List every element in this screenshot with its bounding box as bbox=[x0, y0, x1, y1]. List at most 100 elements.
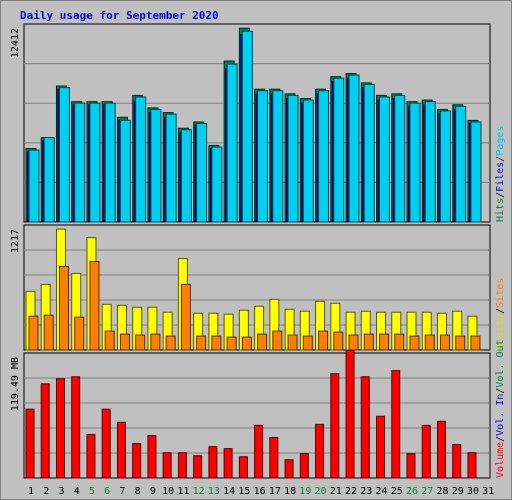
legend-item: Vol. In bbox=[495, 394, 506, 436]
bar-volume-day-23 bbox=[360, 376, 370, 479]
bar-sites-day-30 bbox=[470, 335, 481, 351]
bar-volume-day-17 bbox=[269, 436, 279, 479]
bar-volume-day-7 bbox=[116, 421, 126, 479]
bar-volume-day-14 bbox=[223, 448, 233, 479]
x-tick-label: 21 bbox=[330, 486, 342, 497]
x-tick-label: 13 bbox=[208, 486, 220, 497]
x-tick-label: 11 bbox=[177, 486, 189, 497]
x-tick-label: 27 bbox=[421, 486, 433, 497]
bar-sites-day-20 bbox=[318, 330, 329, 351]
bar-pages-day-7 bbox=[119, 119, 131, 223]
bar-pages-day-23 bbox=[363, 83, 375, 223]
legend-item: Files bbox=[495, 162, 506, 192]
x-tick-label: 8 bbox=[135, 486, 141, 497]
panel-hits-files-pages: 12412 Hits/Files/Pages bbox=[10, 23, 506, 223]
bar-pages-day-10 bbox=[165, 113, 177, 223]
bar-sites-day-6 bbox=[104, 330, 115, 351]
bar-pages-day-6 bbox=[104, 102, 116, 223]
x-tick-label: 16 bbox=[254, 486, 266, 497]
bar-volume-day-30 bbox=[467, 452, 477, 479]
bar-sites-day-7 bbox=[119, 333, 130, 351]
bar-pages-day-26 bbox=[409, 102, 421, 223]
x-tick-label: 20 bbox=[315, 486, 327, 497]
bar-volume-day-3 bbox=[55, 378, 65, 479]
bar-sites-day-10 bbox=[165, 335, 176, 351]
bar-sites-day-25 bbox=[394, 333, 405, 351]
bar-sites-day-23 bbox=[363, 333, 374, 351]
bar-pages-day-24 bbox=[379, 96, 391, 223]
x-tick-label: 23 bbox=[360, 486, 372, 497]
bar-pages-day-29 bbox=[455, 105, 467, 223]
bar-sites-day-27 bbox=[424, 334, 435, 351]
bar-pages-day-22 bbox=[348, 74, 360, 223]
x-tick-label: 31 bbox=[482, 486, 494, 497]
bar-pages-day-4 bbox=[74, 102, 86, 223]
bar-pages-day-15 bbox=[241, 30, 253, 223]
bar-pages-day-21 bbox=[333, 77, 345, 223]
legend-item: / bbox=[495, 192, 506, 198]
chart-panels: 12412Hits/Files/Pages1217Visits/Sites119… bbox=[10, 23, 506, 479]
bar-volume-day-1 bbox=[25, 408, 35, 479]
bar-pages-day-14 bbox=[226, 63, 238, 223]
bar-volume-day-4 bbox=[71, 376, 81, 479]
x-tick-label: 24 bbox=[375, 486, 387, 497]
legend-item: Sites bbox=[495, 278, 506, 308]
bar-volume-day-12 bbox=[193, 455, 203, 479]
bar-sites-day-1 bbox=[28, 315, 39, 351]
x-axis-labels: 1 2 3 4 5 6 7 8 9 10 11 12 13 14 15 16 17 18 19 20 21 22 23 24 2… bbox=[28, 486, 494, 497]
bar-sites-day-24 bbox=[379, 333, 390, 351]
bar-volume-day-25 bbox=[391, 370, 401, 479]
bar-volume-day-29 bbox=[452, 444, 462, 479]
legend-item: / bbox=[495, 156, 506, 162]
bar-sites-day-16 bbox=[257, 333, 268, 351]
bar-volume-day-8 bbox=[132, 443, 142, 479]
bar-volume-day-26 bbox=[406, 453, 416, 479]
bar-sites-day-5 bbox=[89, 261, 100, 351]
legend-volume: Volume/Vol. In/Vol. Out bbox=[495, 339, 506, 478]
x-tick-label: 26 bbox=[406, 486, 418, 497]
bar-pages-day-13 bbox=[211, 146, 223, 223]
x-tick-label: 1 bbox=[28, 486, 34, 497]
legend-hits-files-pages: Hits/Files/Pages bbox=[495, 126, 506, 222]
bar-sites-day-22 bbox=[348, 334, 359, 351]
bar-sites-day-29 bbox=[455, 335, 466, 351]
x-tick-label: 29 bbox=[452, 486, 464, 497]
bar-pages-day-17 bbox=[272, 90, 284, 223]
x-tick-label: 14 bbox=[223, 486, 235, 497]
bar-volume-day-20 bbox=[315, 423, 325, 479]
bar-pages-day-1 bbox=[28, 149, 40, 223]
bar-pages-day-30 bbox=[470, 121, 482, 223]
bar-volume-day-5 bbox=[86, 433, 96, 479]
x-tick-label: 28 bbox=[436, 486, 448, 497]
bar-volume-day-24 bbox=[376, 415, 386, 479]
bar-sites-day-28 bbox=[439, 334, 450, 351]
bar-volume-day-27 bbox=[421, 424, 431, 479]
chart-title: Daily usage for September 2020 bbox=[20, 9, 219, 22]
bar-volume-day-18 bbox=[284, 459, 294, 479]
legend-item: Hits bbox=[495, 198, 506, 222]
bar-volume-day-11 bbox=[177, 452, 187, 479]
bar-volume-day-13 bbox=[208, 446, 218, 479]
bar-sites-day-8 bbox=[135, 334, 146, 351]
bar-pages-day-27 bbox=[424, 101, 436, 223]
bar-sites-day-26 bbox=[409, 335, 420, 351]
bar-sites-day-17 bbox=[272, 330, 283, 351]
y-max-label: 12412 bbox=[10, 28, 21, 58]
legend-item: / bbox=[495, 308, 506, 314]
bar-pages-day-8 bbox=[135, 96, 147, 223]
bar-volume-day-2 bbox=[40, 383, 50, 479]
bar-sites-day-18 bbox=[287, 334, 298, 351]
bar-pages-day-3 bbox=[58, 87, 70, 223]
x-tick-label: 6 bbox=[104, 486, 110, 497]
legend-item: Visits bbox=[495, 314, 506, 350]
x-tick-label: 25 bbox=[391, 486, 403, 497]
x-tick-label: 7 bbox=[119, 486, 125, 497]
bar-pages-day-11 bbox=[180, 129, 192, 223]
bar-pages-day-20 bbox=[318, 90, 330, 223]
bar-pages-day-25 bbox=[394, 94, 406, 223]
x-tick-label: 4 bbox=[74, 486, 80, 497]
bar-pages-day-16 bbox=[257, 90, 269, 223]
x-tick-label: 3 bbox=[58, 486, 64, 497]
bar-pages-day-12 bbox=[196, 123, 208, 223]
